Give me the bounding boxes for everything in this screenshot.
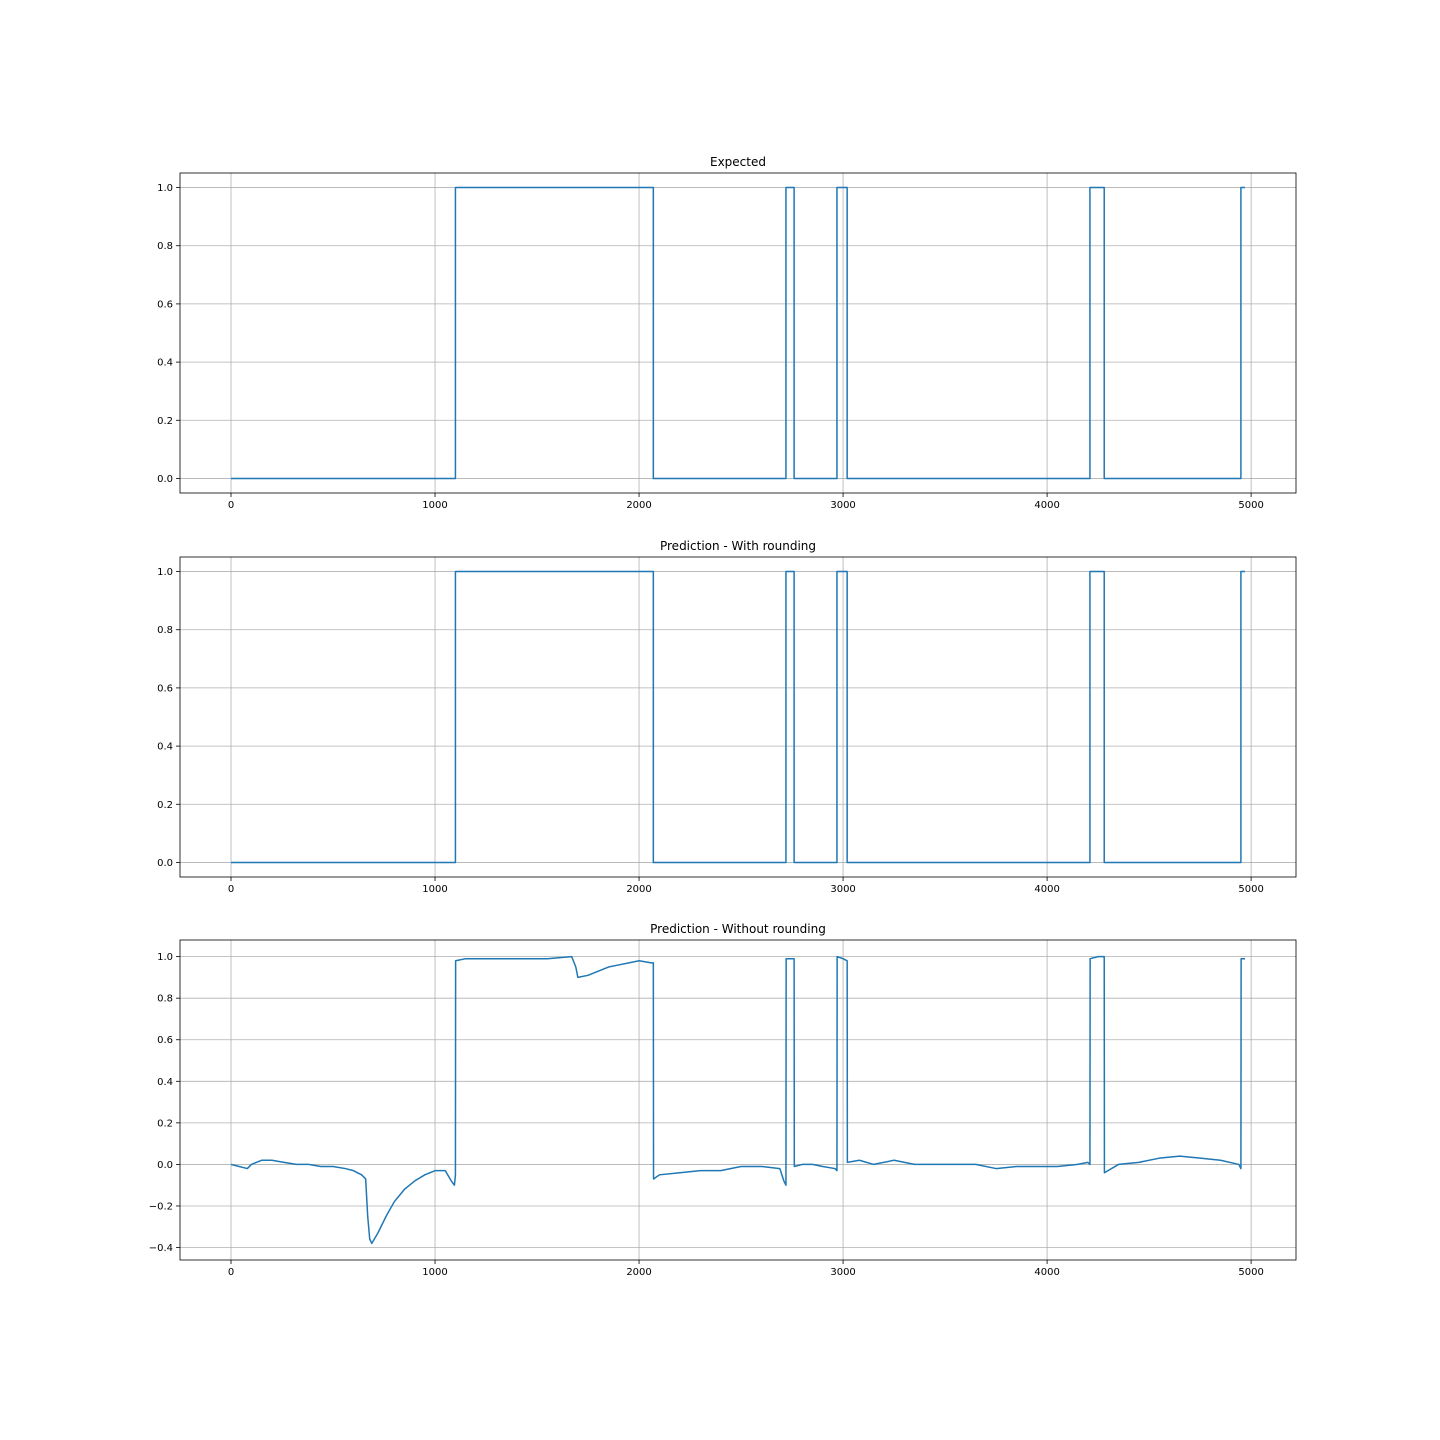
chart-title: Prediction - With rounding — [660, 539, 816, 553]
y-tick-label: 0.2 — [157, 416, 173, 427]
x-tick-label: 1000 — [422, 1267, 447, 1278]
chart-expected: 0 1000 2000 3000 4000 5000 0.0 0.2 0.4 0.6 0.8 1.0 E… — [157, 155, 1297, 511]
x-tick-label: 2000 — [626, 884, 651, 895]
y-tick-label: 0.4 — [157, 1077, 173, 1088]
series-line — [231, 186, 1245, 480]
plot-frame — [179, 556, 1297, 878]
series-line — [230, 955, 1245, 1245]
x-tick-label: 2000 — [626, 1267, 651, 1278]
x-tick-label: 0 — [228, 884, 234, 895]
x-tick-label: 0 — [228, 500, 234, 511]
y-tick-label: 0.6 — [157, 1035, 173, 1046]
y-tick-label: 0.8 — [157, 994, 173, 1005]
y-tick-label: −0.4 — [149, 1243, 173, 1254]
y-tick-label: 1.0 — [157, 183, 173, 194]
y-tick-label: 0.0 — [157, 858, 173, 869]
chart-title: Expected — [710, 155, 766, 169]
x-tick-label: 5000 — [1238, 884, 1263, 895]
y-tick-label: 0.8 — [157, 625, 173, 636]
y-tick-label: 0.2 — [157, 1118, 173, 1129]
x-tick-label: 2000 — [626, 500, 651, 511]
x-tick-label: 0 — [228, 1267, 234, 1278]
chart-prediction-without-rounding: 0 1000 2000 3000 4000 5000 −0.4 −0.2 0.0 0.2 0.4 0.… — [149, 922, 1297, 1278]
y-tick-label: 0.8 — [157, 241, 173, 252]
series-line — [231, 570, 1245, 864]
x-tick-label: 5000 — [1238, 1267, 1263, 1278]
y-tick-label: 1.0 — [157, 952, 173, 963]
y-tick-label: 0.2 — [157, 800, 173, 811]
x-tick-label: 3000 — [830, 1267, 855, 1278]
x-tick-label: 4000 — [1034, 500, 1059, 511]
x-tick-label: 5000 — [1238, 500, 1263, 511]
x-tick-label: 4000 — [1034, 884, 1059, 895]
chart-title: Prediction - Without rounding — [650, 922, 826, 936]
plot-frame — [179, 939, 1297, 1261]
y-tick-label: 0.6 — [157, 299, 173, 310]
y-tick-label: 1.0 — [157, 567, 173, 578]
y-tick-label: 0.0 — [157, 474, 173, 485]
x-tick-label: 1000 — [422, 884, 447, 895]
x-tick-label: 3000 — [830, 500, 855, 511]
x-tick-label: 1000 — [422, 500, 447, 511]
x-tick-label: 4000 — [1034, 1267, 1059, 1278]
y-tick-label: 0.6 — [157, 683, 173, 694]
x-tick-label: 3000 — [830, 884, 855, 895]
plot-frame — [179, 172, 1297, 494]
chart-prediction-with-rounding: 0 1000 2000 3000 4000 5000 0.0 0.2 0.4 0.6 0.8 1.0 P… — [157, 539, 1297, 895]
y-tick-label: 0.0 — [157, 1160, 173, 1171]
y-tick-label: 0.4 — [157, 742, 173, 753]
y-tick-label: 0.4 — [157, 358, 173, 369]
y-tick-label: −0.2 — [149, 1201, 173, 1212]
